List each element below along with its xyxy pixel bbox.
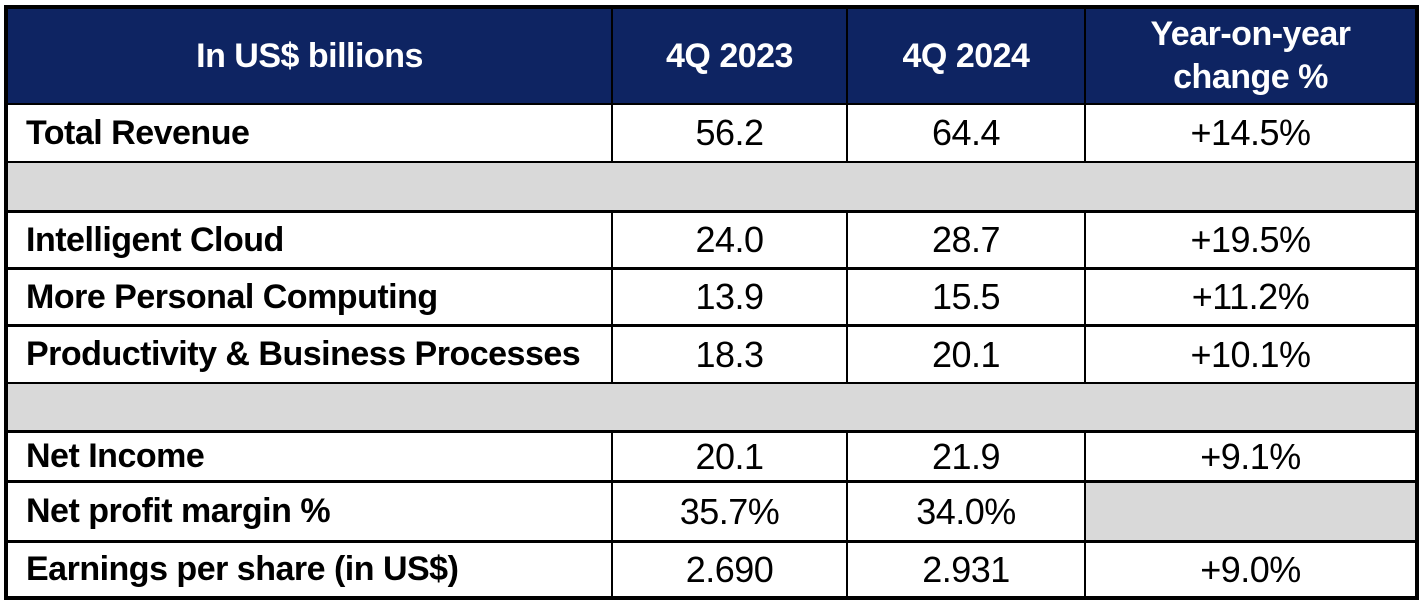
value-yoy-change: +10.1%	[1084, 327, 1415, 382]
value-yoy-change-empty	[1084, 483, 1415, 540]
value-4q2023: 35.7%	[611, 483, 846, 540]
value-4q2024: 15.5	[846, 270, 1084, 324]
header-metric-label: In US$ billions	[196, 36, 423, 75]
row-label: Total Revenue	[26, 113, 250, 152]
row-label: Productivity & Business Processes	[26, 335, 581, 373]
value-4q2023: 20.1	[611, 433, 846, 480]
table-header-row: In US$ billions 4Q 2023 4Q 2024 Year-on-…	[8, 9, 1415, 103]
value-yoy-change: +11.2%	[1084, 270, 1415, 324]
spacer-row	[8, 382, 1415, 430]
table-row-more-personal-computing: More Personal Computing 13.9 15.5 +11.2%	[8, 267, 1415, 324]
row-label: Intelligent Cloud	[26, 220, 284, 259]
value-4q2024: 2.931	[846, 543, 1084, 596]
table-row-net-profit-margin: Net profit margin % 35.7% 34.0%	[8, 480, 1415, 540]
value-yoy-change: +9.1%	[1084, 433, 1415, 480]
row-label: Earnings per share (in US$)	[26, 550, 459, 588]
value-4q2024: 64.4	[846, 105, 1084, 161]
header-yoy-change: Year-on-year change %	[1084, 9, 1415, 103]
value-4q2023: 2.690	[611, 543, 846, 596]
table-row-total-revenue: Total Revenue 56.2 64.4 +14.5%	[8, 103, 1415, 161]
value-yoy-change: +19.5%	[1084, 213, 1415, 267]
value-4q2023: 56.2	[611, 105, 846, 161]
table-row-earnings-per-share: Earnings per share (in US$) 2.690 2.931 …	[8, 540, 1415, 596]
row-label: Net profit margin %	[26, 492, 331, 530]
value-4q2023: 18.3	[611, 327, 846, 382]
value-yoy-change: +14.5%	[1084, 105, 1415, 161]
value-4q2024: 21.9	[846, 433, 1084, 480]
value-4q2024: 28.7	[846, 213, 1084, 267]
table-row-net-income: Net Income 20.1 21.9 +9.1%	[8, 430, 1415, 480]
row-label: Net Income	[26, 437, 205, 475]
value-4q2023: 13.9	[611, 270, 846, 324]
financial-results-table: In US$ billions 4Q 2023 4Q 2024 Year-on-…	[4, 5, 1419, 600]
header-4q2024: 4Q 2024	[846, 9, 1084, 103]
value-4q2023: 24.0	[611, 213, 846, 267]
header-4q2023: 4Q 2023	[611, 9, 846, 103]
value-4q2024: 34.0%	[846, 483, 1084, 540]
value-yoy-change: +9.0%	[1084, 543, 1415, 596]
value-4q2024: 20.1	[846, 327, 1084, 382]
row-label: More Personal Computing	[26, 277, 438, 316]
table-row-intelligent-cloud: Intelligent Cloud 24.0 28.7 +19.5%	[8, 210, 1415, 267]
table-row-productivity-business-processes: Productivity & Business Processes 18.3 2…	[8, 324, 1415, 382]
spacer-row	[8, 161, 1415, 210]
